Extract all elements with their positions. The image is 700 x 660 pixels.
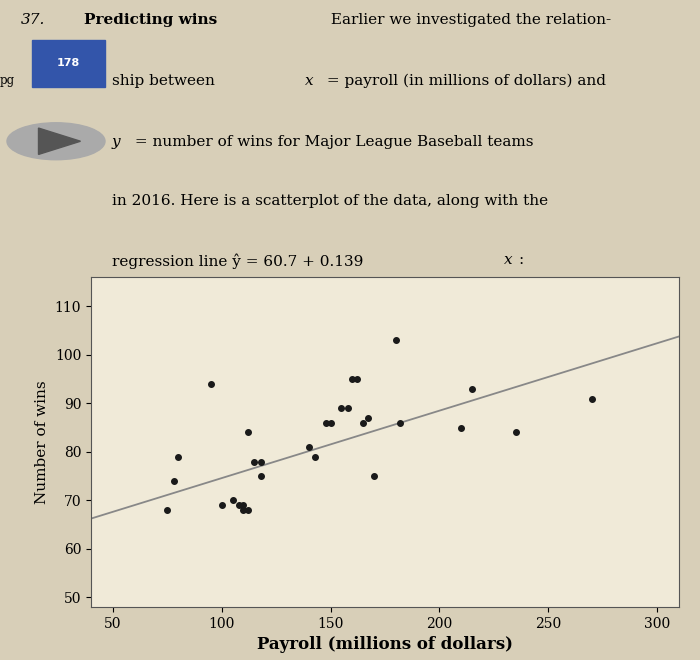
Point <box>162 505 173 515</box>
Point <box>587 393 598 404</box>
Point <box>456 422 467 433</box>
Point <box>248 456 260 467</box>
Text: x: x <box>504 253 512 267</box>
Text: x: x <box>304 74 313 88</box>
Text: 178: 178 <box>57 58 80 69</box>
Point <box>309 451 321 462</box>
FancyBboxPatch shape <box>32 40 105 87</box>
Point <box>342 403 354 414</box>
Text: :: : <box>518 253 524 267</box>
Point <box>216 500 228 511</box>
Text: in 2016. Here is a scatterplot of the data, along with the: in 2016. Here is a scatterplot of the da… <box>112 194 548 208</box>
Point <box>238 500 249 511</box>
Point <box>351 374 363 384</box>
Text: pg: pg <box>0 74 15 87</box>
Point <box>168 476 179 486</box>
Point <box>368 471 379 481</box>
Point <box>256 471 267 481</box>
Point <box>242 505 253 515</box>
Point <box>358 418 369 428</box>
Point <box>391 335 402 346</box>
Point <box>242 427 253 438</box>
Circle shape <box>7 123 105 160</box>
Y-axis label: Number of wins: Number of wins <box>35 380 49 504</box>
Point <box>256 456 267 467</box>
Text: regression line ŷ = 60.7 + 0.139: regression line ŷ = 60.7 + 0.139 <box>112 253 363 269</box>
Point <box>227 495 238 506</box>
Point <box>510 427 522 438</box>
Point <box>205 379 216 389</box>
Text: ship between: ship between <box>112 74 220 88</box>
Point <box>303 442 314 452</box>
Point <box>395 418 406 428</box>
Text: 37.: 37. <box>21 13 46 27</box>
Point <box>346 374 358 384</box>
Text: Predicting wins: Predicting wins <box>84 13 217 27</box>
Point <box>362 412 373 423</box>
Text: Earlier we investigated the relation-: Earlier we investigated the relation- <box>326 13 610 27</box>
Point <box>172 451 183 462</box>
Text: = payroll (in millions of dollars) and: = payroll (in millions of dollars) and <box>322 74 606 88</box>
Polygon shape <box>38 128 80 154</box>
Text: y: y <box>112 135 120 148</box>
Text: = number of wins for Major League Baseball teams: = number of wins for Major League Baseba… <box>130 135 533 148</box>
Point <box>234 500 245 511</box>
Point <box>466 383 477 394</box>
Point <box>336 403 347 414</box>
Point <box>325 418 336 428</box>
Point <box>321 418 332 428</box>
X-axis label: Payroll (millions of dollars): Payroll (millions of dollars) <box>257 636 513 653</box>
Point <box>238 505 249 515</box>
